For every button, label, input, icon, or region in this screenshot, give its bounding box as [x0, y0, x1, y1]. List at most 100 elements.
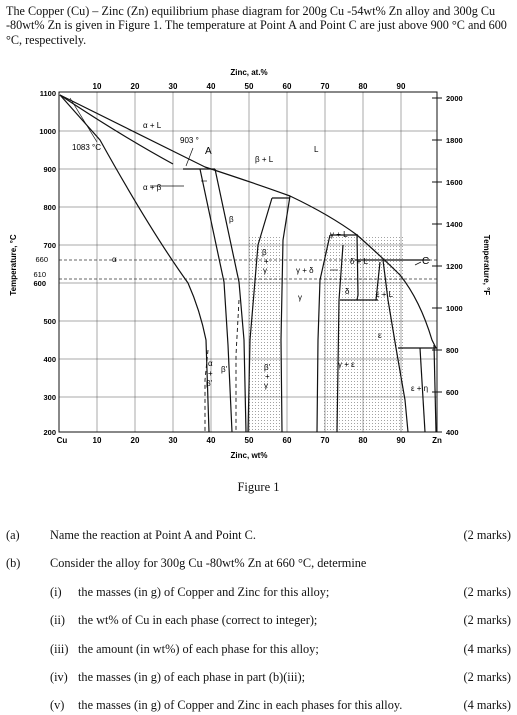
label-gamma-eps: γ + ε — [338, 360, 355, 369]
question-b-v-num: (v) — [50, 698, 65, 712]
label-eps-l: ε + L — [376, 290, 394, 299]
left-tick: 600 — [33, 279, 46, 288]
right-tick: 1200 — [446, 262, 463, 271]
label-betap: β' — [221, 365, 228, 374]
label-point-c: C — [422, 256, 429, 267]
question-b-iii-marks: (4 marks) — [463, 642, 511, 656]
bottom-tick: 10 — [93, 436, 102, 445]
left-tick: 1100 — [40, 89, 56, 98]
top-tick: 60 — [283, 82, 292, 91]
top-axis-ticks: 10 20 30 40 50 60 70 80 90 — [93, 82, 406, 91]
question-b-iv-text: the masses (in g) of each phase in part … — [78, 670, 306, 684]
bottom-tick: 50 — [245, 436, 254, 445]
figure-caption: Figure 1 — [237, 480, 280, 494]
right-axis-ticks: 2000 1800 1600 1400 1200 1000 800 600 40… — [446, 94, 463, 437]
bottom-tick: 20 — [131, 436, 140, 445]
top-tick: 80 — [359, 82, 368, 91]
label-beta-gamma-2: + — [264, 257, 269, 266]
label-alpha-betap-1: α — [208, 359, 213, 368]
question-b-iii-num: (iii) — [50, 642, 69, 656]
right-tick: 1400 — [446, 220, 463, 229]
label-melt-cu: 1083 °C — [72, 143, 101, 152]
question-b-ii-num: (ii) — [50, 613, 66, 627]
left-axis-ticks: 1100 1000 900 800 700 660 610 600 500 40… — [33, 89, 56, 437]
top-axis-title: Zinc, at.% — [230, 68, 267, 77]
bottom-tick: 60 — [283, 436, 292, 445]
top-tick: 10 — [93, 82, 102, 91]
label-alpha: α — [112, 255, 117, 264]
left-tick: 610 — [33, 270, 46, 279]
question-b-v-text: the masses (in g) of Copper and Zinc in … — [78, 698, 403, 712]
question-a-marks: (2 marks) — [463, 528, 511, 542]
right-tick: 1800 — [446, 136, 463, 145]
question-b-num: (b) — [6, 556, 21, 570]
bottom-tick: 80 — [359, 436, 368, 445]
question-b-ii-text: the wt% of Cu in each phase (correct to … — [78, 613, 318, 627]
label-beta-gamma-1: β — [262, 248, 267, 257]
bottom-tick: Zn — [432, 436, 442, 445]
right-tick: 1600 — [446, 178, 463, 187]
label-betap-gamma-1: β' — [264, 363, 271, 372]
label-delta: δ — [345, 287, 350, 296]
left-tick: 200 — [43, 428, 56, 437]
left-tick: 700 — [43, 241, 56, 250]
label-gamma: γ — [298, 293, 302, 302]
region-labels: 1083 °C 903 ° A α + L α + β β + L L β α … — [72, 121, 429, 393]
left-tick: 500 — [43, 317, 56, 326]
top-tick: 40 — [207, 82, 216, 91]
pointer-lines — [69, 97, 422, 271]
question-a-text: Name the reaction at Point A and Point C… — [50, 528, 256, 542]
label-alpha-l: α + L — [143, 121, 162, 130]
left-tick: 900 — [43, 165, 56, 174]
question-b-i-marks: (2 marks) — [463, 585, 511, 599]
bottom-axis-ticks: Cu 10 20 30 40 50 60 70 80 90 Zn — [57, 436, 442, 445]
label-eps-eta: ε + η — [411, 384, 428, 393]
phase-diagram: Zinc, at.% 10 20 30 40 50 60 70 80 90 Cu… — [9, 68, 491, 460]
label-alpha-betap-3: β' — [206, 379, 213, 388]
label-beta-l: β + L — [255, 155, 274, 164]
question-a-num: (a) — [6, 528, 20, 542]
label-alpha-beta: α + β — [143, 183, 162, 192]
top-tick: 30 — [169, 82, 178, 91]
label-gamma-delta: γ + δ — [296, 266, 314, 275]
left-tick: 300 — [43, 393, 56, 402]
right-tick: 1000 — [446, 304, 463, 313]
label-betap-gamma-2: + — [265, 372, 270, 381]
top-tick: 20 — [131, 82, 140, 91]
right-tick: 2000 — [446, 94, 463, 103]
bottom-tick: 70 — [321, 436, 330, 445]
question-b-iv-marks: (2 marks) — [463, 670, 511, 684]
bottom-axis-title: Zinc, wt% — [231, 451, 268, 460]
label-betap-gamma-3: γ — [264, 381, 268, 390]
intro-paragraph: The Copper (Cu) – Zinc (Zn) equilibrium … — [6, 4, 507, 47]
right-axis-marks — [432, 97, 442, 433]
label-903: 903 ° — [180, 136, 199, 145]
top-tick: 70 — [321, 82, 330, 91]
label-delta-l: δ + L — [350, 257, 369, 266]
question-b-v-marks: (4 marks) — [463, 698, 511, 712]
bottom-tick: 30 — [169, 436, 178, 445]
phase-boundaries — [59, 94, 437, 432]
right-tick: 400 — [446, 428, 459, 437]
label-eps: ε — [378, 331, 382, 340]
question-b-ii-marks: (2 marks) — [463, 613, 511, 627]
question-b-iv-num: (iv) — [50, 670, 68, 684]
label-liquid: L — [314, 145, 319, 154]
label-gamma-l: γ + L — [330, 230, 348, 239]
question-b-i-text: the masses (in g) of Copper and Zinc for… — [78, 585, 330, 599]
top-tick: 90 — [397, 82, 406, 91]
question-b-iii-text: the amount (in wt%) of each phase for th… — [78, 642, 319, 656]
question-b-i-num: (i) — [50, 585, 62, 599]
bottom-tick: 40 — [207, 436, 216, 445]
right-axis-title: Temperature, °F — [482, 235, 491, 296]
label-beta: β — [229, 215, 234, 224]
left-tick: 800 — [43, 203, 56, 212]
question-b-text: Consider the alloy for 300g Cu -80wt% Zn… — [50, 556, 367, 570]
top-tick: 50 — [245, 82, 254, 91]
right-tick: 600 — [446, 388, 459, 397]
label-beta-gamma-3: γ — [263, 266, 267, 275]
left-axis-title: Temperature, °C — [9, 234, 18, 296]
left-tick: 660 — [35, 255, 48, 264]
bottom-tick: 90 — [397, 436, 406, 445]
bottom-tick: Cu — [57, 436, 68, 445]
